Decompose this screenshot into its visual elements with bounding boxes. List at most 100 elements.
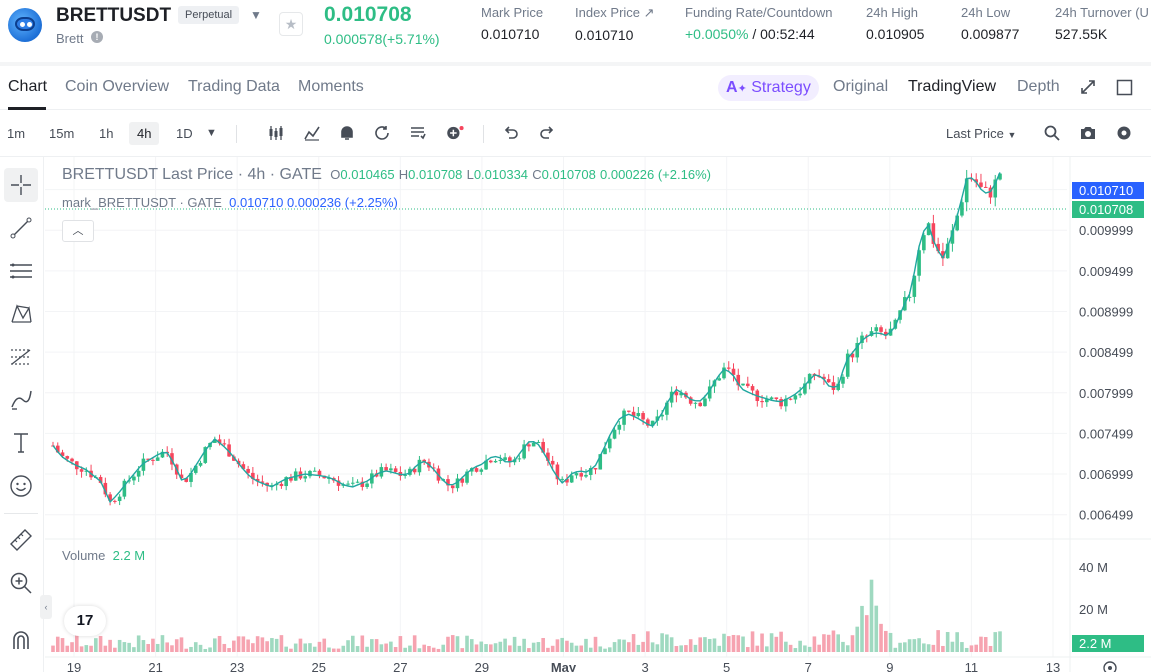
candle-body bbox=[631, 411, 636, 417]
timeframe-1h[interactable]: 1h bbox=[99, 126, 114, 141]
tools-divider bbox=[4, 513, 38, 514]
volume-bar bbox=[260, 637, 265, 652]
strategy-button[interactable]: A✦ Strategy bbox=[718, 75, 819, 101]
volume-bar bbox=[436, 648, 441, 652]
symbol-title[interactable]: BRETTUSDT bbox=[56, 5, 172, 26]
volume-bar bbox=[698, 637, 702, 652]
candle-body bbox=[346, 483, 350, 485]
axis-settings-icon[interactable] bbox=[1103, 661, 1117, 672]
replay-icon[interactable] bbox=[373, 124, 391, 142]
chevron-down-icon[interactable]: ▼ bbox=[250, 8, 262, 22]
candle-body bbox=[722, 367, 726, 379]
volume-bar bbox=[588, 647, 593, 652]
candle-body bbox=[617, 424, 622, 430]
volume-bar bbox=[360, 635, 365, 652]
candle-body bbox=[351, 482, 355, 484]
pattern-tool-icon[interactable] bbox=[4, 297, 38, 331]
text-tool-icon[interactable] bbox=[4, 426, 38, 460]
candle-body bbox=[60, 452, 65, 457]
tab-coin-overview[interactable]: Coin Overview bbox=[65, 78, 170, 95]
timeframe-15m[interactable]: 15m bbox=[49, 126, 75, 141]
favorite-star-icon[interactable]: ★ bbox=[279, 12, 303, 36]
candle-body bbox=[593, 468, 598, 470]
volume-bar bbox=[227, 648, 231, 652]
timeframe-1d[interactable]: 1D bbox=[176, 126, 193, 141]
ruler-measure-tool-icon[interactable] bbox=[4, 523, 38, 557]
volume-bar bbox=[784, 641, 788, 652]
volume-bar bbox=[907, 639, 912, 652]
candle-body bbox=[679, 392, 683, 396]
contract-type-badge: Perpetual bbox=[178, 6, 240, 24]
time-tick-label: 9 bbox=[886, 660, 893, 672]
horizontal-lines-tool-icon[interactable] bbox=[4, 254, 38, 288]
camera-snapshot-icon[interactable] bbox=[1079, 124, 1097, 142]
brush-tool-icon[interactable] bbox=[4, 383, 38, 417]
candle-style-icon[interactable] bbox=[267, 124, 285, 142]
candle-body bbox=[641, 413, 645, 420]
window-layout-icon[interactable] bbox=[1116, 79, 1133, 101]
timeframe-4h[interactable]: 4h bbox=[129, 122, 160, 145]
candle-body bbox=[455, 478, 460, 489]
timeframe-dropdown-icon[interactable]: ▼ bbox=[206, 127, 217, 139]
search-icon[interactable] bbox=[1043, 124, 1061, 142]
volume-bar bbox=[703, 637, 707, 652]
candle-body bbox=[983, 186, 988, 188]
candle-body bbox=[217, 439, 222, 444]
fullscreen-expand-icon[interactable] bbox=[1079, 78, 1097, 101]
stat-value: 527.55K bbox=[1055, 26, 1108, 42]
trend-line-tool-icon[interactable] bbox=[4, 211, 38, 245]
collapse-legend-button[interactable]: ︿ bbox=[62, 220, 94, 242]
tab-chart[interactable]: Chart bbox=[8, 78, 48, 95]
emoji-tool-icon[interactable] bbox=[4, 469, 38, 503]
tab-original[interactable]: Original bbox=[833, 78, 889, 95]
candle-body bbox=[193, 465, 198, 473]
add-plus-icon[interactable] bbox=[446, 124, 464, 142]
time-tick-label: 13 bbox=[1046, 660, 1060, 672]
price-tick-label: 0.008999 bbox=[1079, 305, 1133, 320]
candle-body bbox=[503, 457, 507, 460]
candle-body bbox=[246, 468, 250, 473]
chart-toolbar: 1m 15m 1h 4h 1D ▼ Last Price ▼ bbox=[0, 110, 1151, 157]
index-price-stat[interactable]: Index Price ↗ 0.010710 bbox=[575, 5, 655, 43]
zoom-in-tool-icon[interactable] bbox=[4, 566, 38, 600]
tab-depth[interactable]: Depth bbox=[1017, 78, 1060, 95]
candle-body bbox=[179, 474, 184, 479]
candle-body bbox=[493, 460, 498, 463]
candle-body bbox=[232, 456, 236, 461]
tab-tradingview[interactable]: TradingView bbox=[908, 78, 997, 95]
candle-body bbox=[569, 475, 574, 483]
volume-bar bbox=[931, 644, 936, 652]
alert-bell-icon[interactable] bbox=[338, 124, 356, 142]
volume-bar bbox=[193, 642, 198, 652]
crosshair-tool-icon[interactable] bbox=[4, 168, 38, 202]
volume-bar bbox=[351, 635, 355, 652]
undo-icon[interactable] bbox=[502, 124, 520, 142]
info-icon[interactable]: ! bbox=[91, 31, 103, 43]
price-type-select[interactable]: Last Price ▼ bbox=[946, 126, 1016, 141]
redo-icon[interactable] bbox=[538, 124, 556, 142]
candle-body bbox=[627, 410, 631, 412]
tab-moments[interactable]: Moments bbox=[298, 78, 364, 95]
tradingview-logo[interactable]: 17 bbox=[64, 606, 106, 636]
templates-list-icon[interactable] bbox=[409, 124, 427, 142]
candle-body bbox=[360, 481, 365, 487]
timeframe-1m[interactable]: 1m bbox=[7, 126, 26, 141]
settings-gear-icon[interactable] bbox=[1115, 124, 1133, 142]
ohlc-legend: BRETTUSDT Last Price · 4h · GATE O0.0104… bbox=[62, 166, 711, 184]
volume-bar bbox=[760, 633, 764, 652]
magnet-tool-icon[interactable] bbox=[4, 623, 38, 657]
candle-body bbox=[65, 456, 70, 459]
indicators-icon[interactable] bbox=[303, 124, 321, 142]
volume-bar bbox=[860, 605, 864, 652]
candles bbox=[51, 169, 1002, 506]
candle-body bbox=[508, 457, 512, 463]
volume-bar bbox=[979, 636, 983, 652]
volume-bar bbox=[598, 646, 603, 652]
stat-label: Mark Price bbox=[481, 5, 544, 20]
tab-trading-data[interactable]: Trading Data bbox=[188, 78, 280, 95]
fib-retracement-tool-icon[interactable] bbox=[4, 340, 38, 374]
candle-body bbox=[132, 476, 136, 481]
collapse-tools-chevron-icon[interactable]: ‹ bbox=[40, 595, 52, 619]
candlestick-chart[interactable]: 0.0104990.0099990.0094990.0089990.008499… bbox=[45, 157, 1151, 672]
candle-body bbox=[579, 473, 584, 477]
